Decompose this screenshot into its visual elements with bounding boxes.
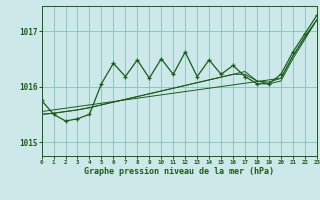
X-axis label: Graphe pression niveau de la mer (hPa): Graphe pression niveau de la mer (hPa) <box>84 167 274 176</box>
